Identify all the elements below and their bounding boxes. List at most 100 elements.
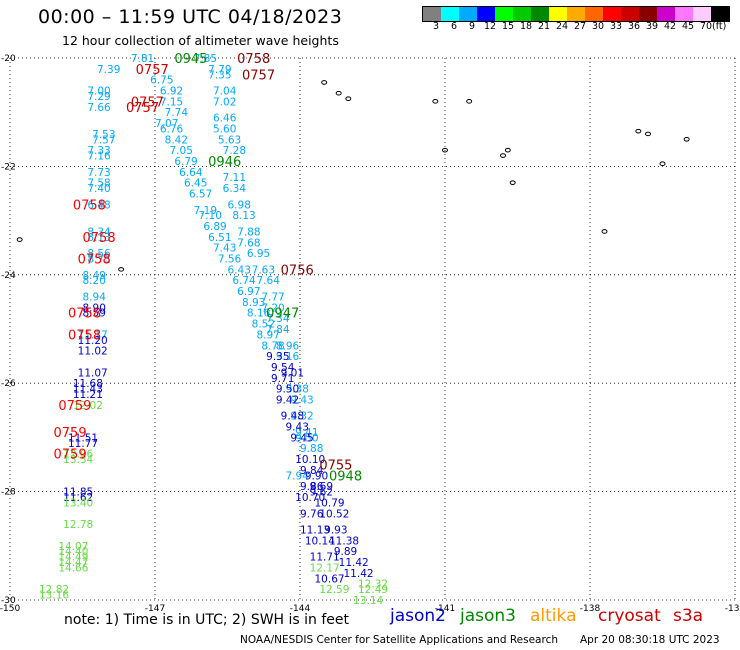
pass-time-label: 0758 [68, 328, 101, 343]
pass-time-label: 0757 [136, 63, 169, 78]
wave-height-label: 14.49 [58, 552, 88, 564]
wave-height-label: 8.96 [276, 340, 300, 352]
wave-height-label: 8.94 [83, 291, 107, 303]
scale-label: 21 [538, 21, 551, 32]
wave-height-label: 9.54 [271, 362, 295, 374]
scale-swatch [549, 7, 567, 21]
wave-height-label: 8.93 [242, 297, 265, 309]
island-outline [645, 131, 651, 137]
wave-height-label: 6.75 [150, 75, 173, 87]
wave-height-label: 8.20 [83, 275, 106, 287]
island-outline [442, 147, 448, 153]
scale-swatch [531, 7, 549, 21]
wave-height-label: 12.59 [319, 584, 349, 596]
mission-s3a: s3a [673, 606, 704, 626]
wave-height-label: 12.02 [73, 400, 103, 412]
wave-height-label: 14.07 [58, 541, 88, 553]
wave-height-label: 5.60 [213, 123, 236, 135]
wave-height-label: 7.56 [218, 254, 242, 266]
wave-height-label: 11.07 [78, 367, 108, 379]
scale-swatch [639, 7, 657, 21]
wave-height-label: 6.45 [184, 178, 207, 190]
pass-time-label: 0757 [131, 95, 164, 110]
scale-swatch [423, 7, 441, 21]
wave-height-label: 7.04 [213, 86, 237, 98]
mission-altika: altika [530, 606, 577, 626]
scale-label: 24 [556, 21, 569, 32]
pass-time-label: 0757 [242, 68, 275, 83]
wave-height-label: 8.78 [261, 340, 284, 352]
wave-height-label: 11.71 [310, 552, 340, 564]
wave-height-label: 10.67 [315, 573, 345, 585]
scale-label: 6 [451, 21, 458, 32]
wave-height-label: 7.16 [87, 151, 111, 163]
mission-jason3: jason3 [460, 606, 516, 626]
wave-height-label: 11.13 [300, 525, 330, 537]
wave-height-label: 7.53 [92, 129, 115, 141]
wave-height-label: 11.62 [63, 492, 93, 504]
wave-height-label: 11.21 [73, 389, 103, 401]
wave-height-label: 9.76 [300, 508, 324, 520]
island-outline [509, 180, 516, 185]
wave-height-label: 8.56 [87, 248, 111, 260]
pass-time-label: 0948 [329, 469, 362, 484]
wave-height-label: 11.20 [78, 335, 108, 347]
wave-height-label: 6.51 [208, 232, 231, 244]
wave-height-label: 6.79 [174, 156, 197, 168]
wave-height-label: 7.33 [87, 145, 110, 157]
color-scale-legend [422, 6, 730, 22]
wave-height-label: 11.38 [329, 535, 359, 547]
wave-height-label: 8.59 [83, 308, 106, 320]
wave-height-label: 11.85 [63, 487, 93, 499]
wave-height-label: 7.79 [208, 64, 231, 76]
scale-swatch [711, 7, 729, 21]
wave-height-label: 10.52 [319, 508, 349, 520]
wave-height-label: 9.43 [290, 394, 313, 406]
wave-height-label: 6.57 [189, 189, 212, 201]
wave-height-label: 14.40 [58, 546, 88, 558]
wave-height-label: 6.97 [237, 286, 260, 298]
longitude-label: -147 [145, 604, 165, 614]
island-outline [335, 90, 342, 96]
page-subtitle: 12 hour collection of altimeter wave hei… [62, 33, 339, 48]
wave-height-label: 7.28 [223, 145, 246, 157]
axis-labels: -20 -22 -24 -26 -28 -30-150 -147 -144 -141 -138 -1… [0, 54, 740, 614]
wave-height-label: 7.00 [87, 86, 110, 98]
wave-height-label: 6.46 [213, 113, 237, 125]
wave-height-label: 7.58 [87, 178, 110, 190]
island-outline [504, 147, 511, 153]
island-outline [659, 161, 666, 166]
scale-label: 42 [664, 21, 677, 32]
wave-height-label: 11.68 [73, 378, 103, 390]
wave-height-label: 9.43 [286, 422, 309, 434]
wave-height-label: 9.88 [300, 443, 323, 455]
scale-swatch [693, 7, 711, 21]
wave-height-label: 11.02 [78, 346, 108, 358]
latitude-label: -26 [1, 379, 16, 389]
wave-height-label: 9.50 [295, 432, 318, 444]
wave-height-label: 12.32 [358, 579, 388, 591]
pass-time-label: 0758 [83, 231, 116, 246]
wave-height-label: 12.17 [310, 562, 340, 574]
wave-height-label: 10.14 [305, 535, 335, 547]
pass-time-label: 0757 [126, 101, 159, 116]
wave-height-label: 9.41 [295, 427, 318, 439]
wave-height-label: 9.45 [290, 432, 313, 444]
wave-height-label: 9.16 [276, 351, 300, 363]
credit-line: NOAA/NESDIS Center for Satellite Applica… [240, 634, 558, 646]
wave-height-label: 8.75 [87, 254, 110, 266]
wave-height-label: 6.64 [179, 167, 203, 179]
wave-height-label: 12.78 [63, 519, 93, 531]
scale-swatch [585, 7, 603, 21]
generated-timestamp: Apr 20 08:30:18 UTC 2023 [580, 634, 720, 646]
wave-height-label: 11.17 [78, 329, 108, 341]
pass-time-label: 0759 [54, 448, 87, 463]
wave-height-label: 7.43 [213, 243, 236, 255]
wave-height-label: 7.39 [97, 64, 120, 76]
island-outline [16, 237, 23, 242]
page-title: 00:00 – 11:59 UTC 04/18/2023 [38, 6, 343, 28]
wave-height-label: 9.71 [271, 373, 294, 385]
wave-height-label: 7.94 [286, 470, 310, 482]
wave-height-label: 7.20 [261, 302, 284, 314]
